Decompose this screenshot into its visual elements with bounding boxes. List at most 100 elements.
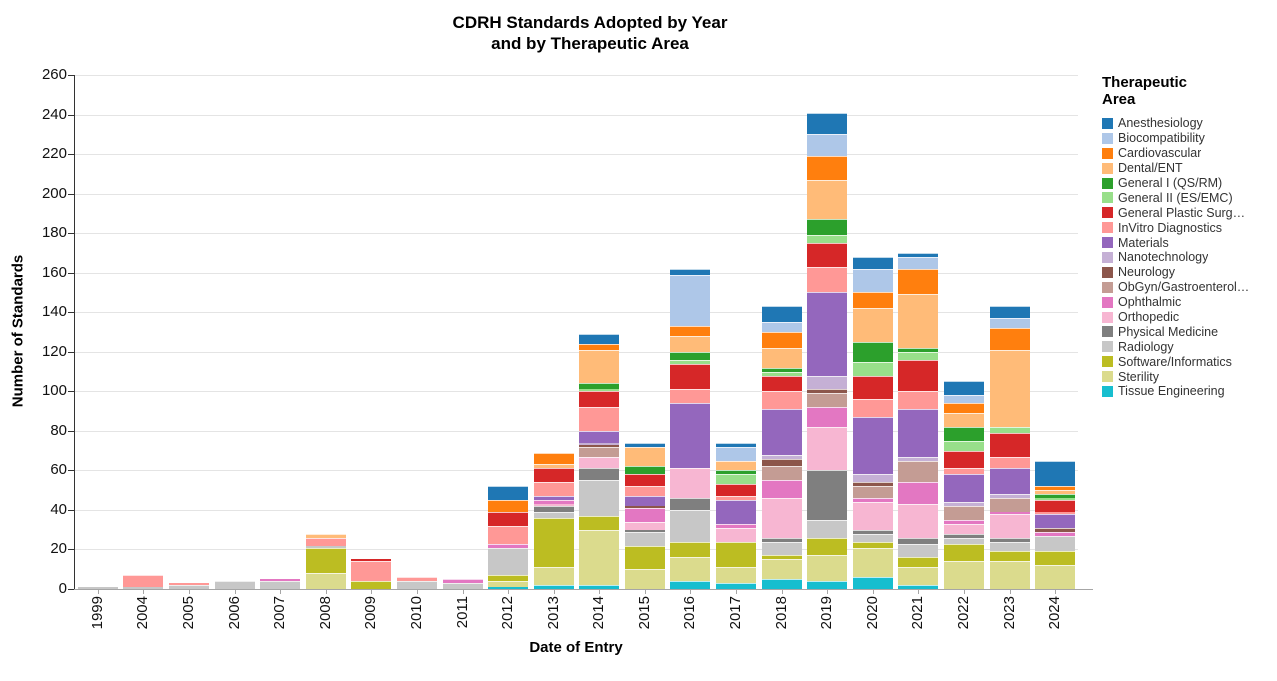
- bar-segment-2016-sterility[interactable]: [670, 557, 711, 582]
- bar-segment-2019-materials[interactable]: [807, 292, 848, 376]
- bar-segment-2017-ophthalmic[interactable]: [716, 523, 757, 528]
- bar-segment-2015-general-i-qs-rm[interactable]: [624, 466, 665, 475]
- bar-segment-2004-radiology[interactable]: [123, 587, 164, 589]
- legend-item-obgyn-gastroenterol[interactable]: ObGyn/Gastroenterol…: [1102, 280, 1274, 295]
- bar-segment-2019-general-ii-es-emc[interactable]: [807, 235, 848, 244]
- bar-segment-2021-sterility[interactable]: [898, 567, 939, 586]
- bar-segment-2021-biocompatibility[interactable]: [898, 256, 939, 269]
- bar-segment-2020-general-plastic-surg[interactable]: [852, 375, 893, 400]
- bar-segment-2023-software-informatics[interactable]: [989, 551, 1030, 562]
- bar-segment-2022-orthopedic[interactable]: [944, 523, 985, 534]
- bar-segment-2018-orthopedic[interactable]: [761, 498, 802, 538]
- bar-segment-2015-anesthesiology[interactable]: [624, 442, 665, 447]
- bar-segment-2020-orthopedic[interactable]: [852, 502, 893, 530]
- bar-segment-2016-biocompatibility[interactable]: [670, 274, 711, 327]
- bar-segment-2019-radiology[interactable]: [807, 519, 848, 538]
- bar-segment-2021-general-plastic-surg[interactable]: [898, 359, 939, 392]
- bar-segment-2014-anesthesiology[interactable]: [579, 334, 620, 344]
- bar-segment-2012-software-informatics[interactable]: [488, 575, 529, 582]
- bar-segment-2017-sterility[interactable]: [716, 567, 757, 584]
- bar-segment-2018-physical-medicine[interactable]: [761, 537, 802, 542]
- bar-segment-2014-physical-medicine[interactable]: [579, 468, 620, 481]
- bar-segment-2020-ophthalmic[interactable]: [852, 498, 893, 503]
- bar-segment-2017-invitro-diagnostics[interactable]: [716, 496, 757, 501]
- bar-segment-2016-physical-medicine[interactable]: [670, 498, 711, 510]
- bar-segment-2015-sterility[interactable]: [624, 569, 665, 589]
- bar-segment-2019-physical-medicine[interactable]: [807, 470, 848, 520]
- bar-segment-2020-obgyn-gastroenterol[interactable]: [852, 486, 893, 499]
- bar-segment-2021-anesthesiology[interactable]: [898, 252, 939, 257]
- legend-item-materials[interactable]: Materials: [1102, 235, 1274, 250]
- bar-segment-2021-general-ii-es-emc[interactable]: [898, 351, 939, 360]
- bar-segment-2013-software-informatics[interactable]: [533, 517, 574, 568]
- bar-segment-2012-general-plastic-surg[interactable]: [488, 511, 529, 526]
- bar-segment-2019-tissue-engineering[interactable]: [807, 581, 848, 589]
- bar-segment-2024-materials[interactable]: [1035, 513, 1076, 528]
- bar-segment-1999-radiology[interactable]: [77, 587, 118, 589]
- bar-segment-2020-cardiovascular[interactable]: [852, 292, 893, 309]
- bar-segment-2019-cardiovascular[interactable]: [807, 156, 848, 180]
- bar-segment-2024-ophthalmic[interactable]: [1035, 531, 1076, 536]
- bar-segment-2021-orthopedic[interactable]: [898, 504, 939, 538]
- bar-segment-2022-general-i-qs-rm[interactable]: [944, 426, 985, 441]
- bar-segment-2023-dental-ent[interactable]: [989, 349, 1030, 427]
- bar-segment-2017-anesthesiology[interactable]: [716, 442, 757, 447]
- bar-segment-2015-general-plastic-surg[interactable]: [624, 474, 665, 487]
- bar-segment-2023-cardiovascular[interactable]: [989, 328, 1030, 350]
- bar-segment-2020-nanotechnology[interactable]: [852, 474, 893, 483]
- bar-segment-2018-materials[interactable]: [761, 409, 802, 455]
- legend-item-dental-ent[interactable]: Dental/ENT: [1102, 161, 1274, 176]
- bar-segment-2013-dental-ent[interactable]: [533, 464, 574, 469]
- bar-segment-2020-general-ii-es-emc[interactable]: [852, 361, 893, 376]
- bar-segment-2023-physical-medicine[interactable]: [989, 537, 1030, 542]
- bar-segment-2023-materials[interactable]: [989, 468, 1030, 495]
- bar-segment-2012-invitro-diagnostics[interactable]: [488, 525, 529, 544]
- legend-item-cardiovascular[interactable]: Cardiovascular: [1102, 146, 1274, 161]
- bar-segment-2011-ophthalmic[interactable]: [442, 579, 483, 584]
- bar-segment-2013-cardiovascular[interactable]: [533, 452, 574, 465]
- bar-segment-2022-cardiovascular[interactable]: [944, 403, 985, 414]
- bar-segment-2022-nanotechnology[interactable]: [944, 502, 985, 506]
- bar-segment-2018-general-ii-es-emc[interactable]: [761, 371, 802, 376]
- bar-segment-2015-radiology[interactable]: [624, 531, 665, 546]
- legend-item-general-ii-es-emc[interactable]: General II (ES/EMC): [1102, 190, 1274, 205]
- bar-segment-2015-dental-ent[interactable]: [624, 446, 665, 467]
- bar-segment-2022-dental-ent[interactable]: [944, 413, 985, 427]
- bar-segment-2020-tissue-engineering[interactable]: [852, 577, 893, 589]
- legend-item-ophthalmic[interactable]: Ophthalmic: [1102, 295, 1274, 310]
- bar-segment-2015-ophthalmic[interactable]: [624, 507, 665, 522]
- bar-segment-2008-software-informatics[interactable]: [305, 547, 346, 574]
- bar-segment-2015-neurology[interactable]: [624, 505, 665, 508]
- bar-segment-2017-general-ii-es-emc[interactable]: [716, 474, 757, 485]
- bar-segment-2018-neurology[interactable]: [761, 458, 802, 467]
- bar-segment-2022-sterility[interactable]: [944, 561, 985, 589]
- bar-segment-2019-ophthalmic[interactable]: [807, 407, 848, 427]
- bar-segment-2014-dental-ent[interactable]: [579, 349, 620, 384]
- bar-segment-2018-dental-ent[interactable]: [761, 347, 802, 368]
- bar-segment-2022-general-ii-es-emc[interactable]: [944, 440, 985, 451]
- legend-item-sterility[interactable]: Sterility: [1102, 369, 1274, 384]
- bar-segment-2024-neurology[interactable]: [1035, 527, 1076, 532]
- bar-segment-2006-radiology[interactable]: [214, 581, 255, 589]
- bar-segment-2014-sterility[interactable]: [579, 529, 620, 586]
- legend-item-physical-medicine[interactable]: Physical Medicine: [1102, 324, 1274, 339]
- bar-segment-2022-general-plastic-surg[interactable]: [944, 450, 985, 469]
- bar-segment-2024-cardiovascular[interactable]: [1035, 486, 1076, 491]
- bar-segment-2018-obgyn-gastroenterol[interactable]: [761, 466, 802, 481]
- bar-segment-2008-invitro-diagnostics[interactable]: [305, 537, 346, 546]
- bar-segment-2020-invitro-diagnostics[interactable]: [852, 399, 893, 418]
- bar-segment-2019-biocompatibility[interactable]: [807, 134, 848, 157]
- bar-segment-2017-orthopedic[interactable]: [716, 527, 757, 542]
- bar-segment-2021-dental-ent[interactable]: [898, 294, 939, 348]
- bar-segment-2015-invitro-diagnostics[interactable]: [624, 486, 665, 497]
- bar-segment-2024-general-plastic-surg[interactable]: [1035, 500, 1076, 512]
- bar-segment-2024-dental-ent[interactable]: [1035, 490, 1076, 495]
- bar-segment-2012-radiology[interactable]: [488, 547, 529, 576]
- bar-segment-2020-neurology[interactable]: [852, 482, 893, 487]
- bar-segment-2014-orthopedic[interactable]: [579, 456, 620, 469]
- bar-segment-2014-neurology[interactable]: [579, 444, 620, 447]
- bar-segment-2024-radiology[interactable]: [1035, 535, 1076, 552]
- bar-segment-2021-software-informatics[interactable]: [898, 557, 939, 568]
- bar-segment-2018-software-informatics[interactable]: [761, 555, 802, 560]
- bar-segment-2019-sterility[interactable]: [807, 555, 848, 582]
